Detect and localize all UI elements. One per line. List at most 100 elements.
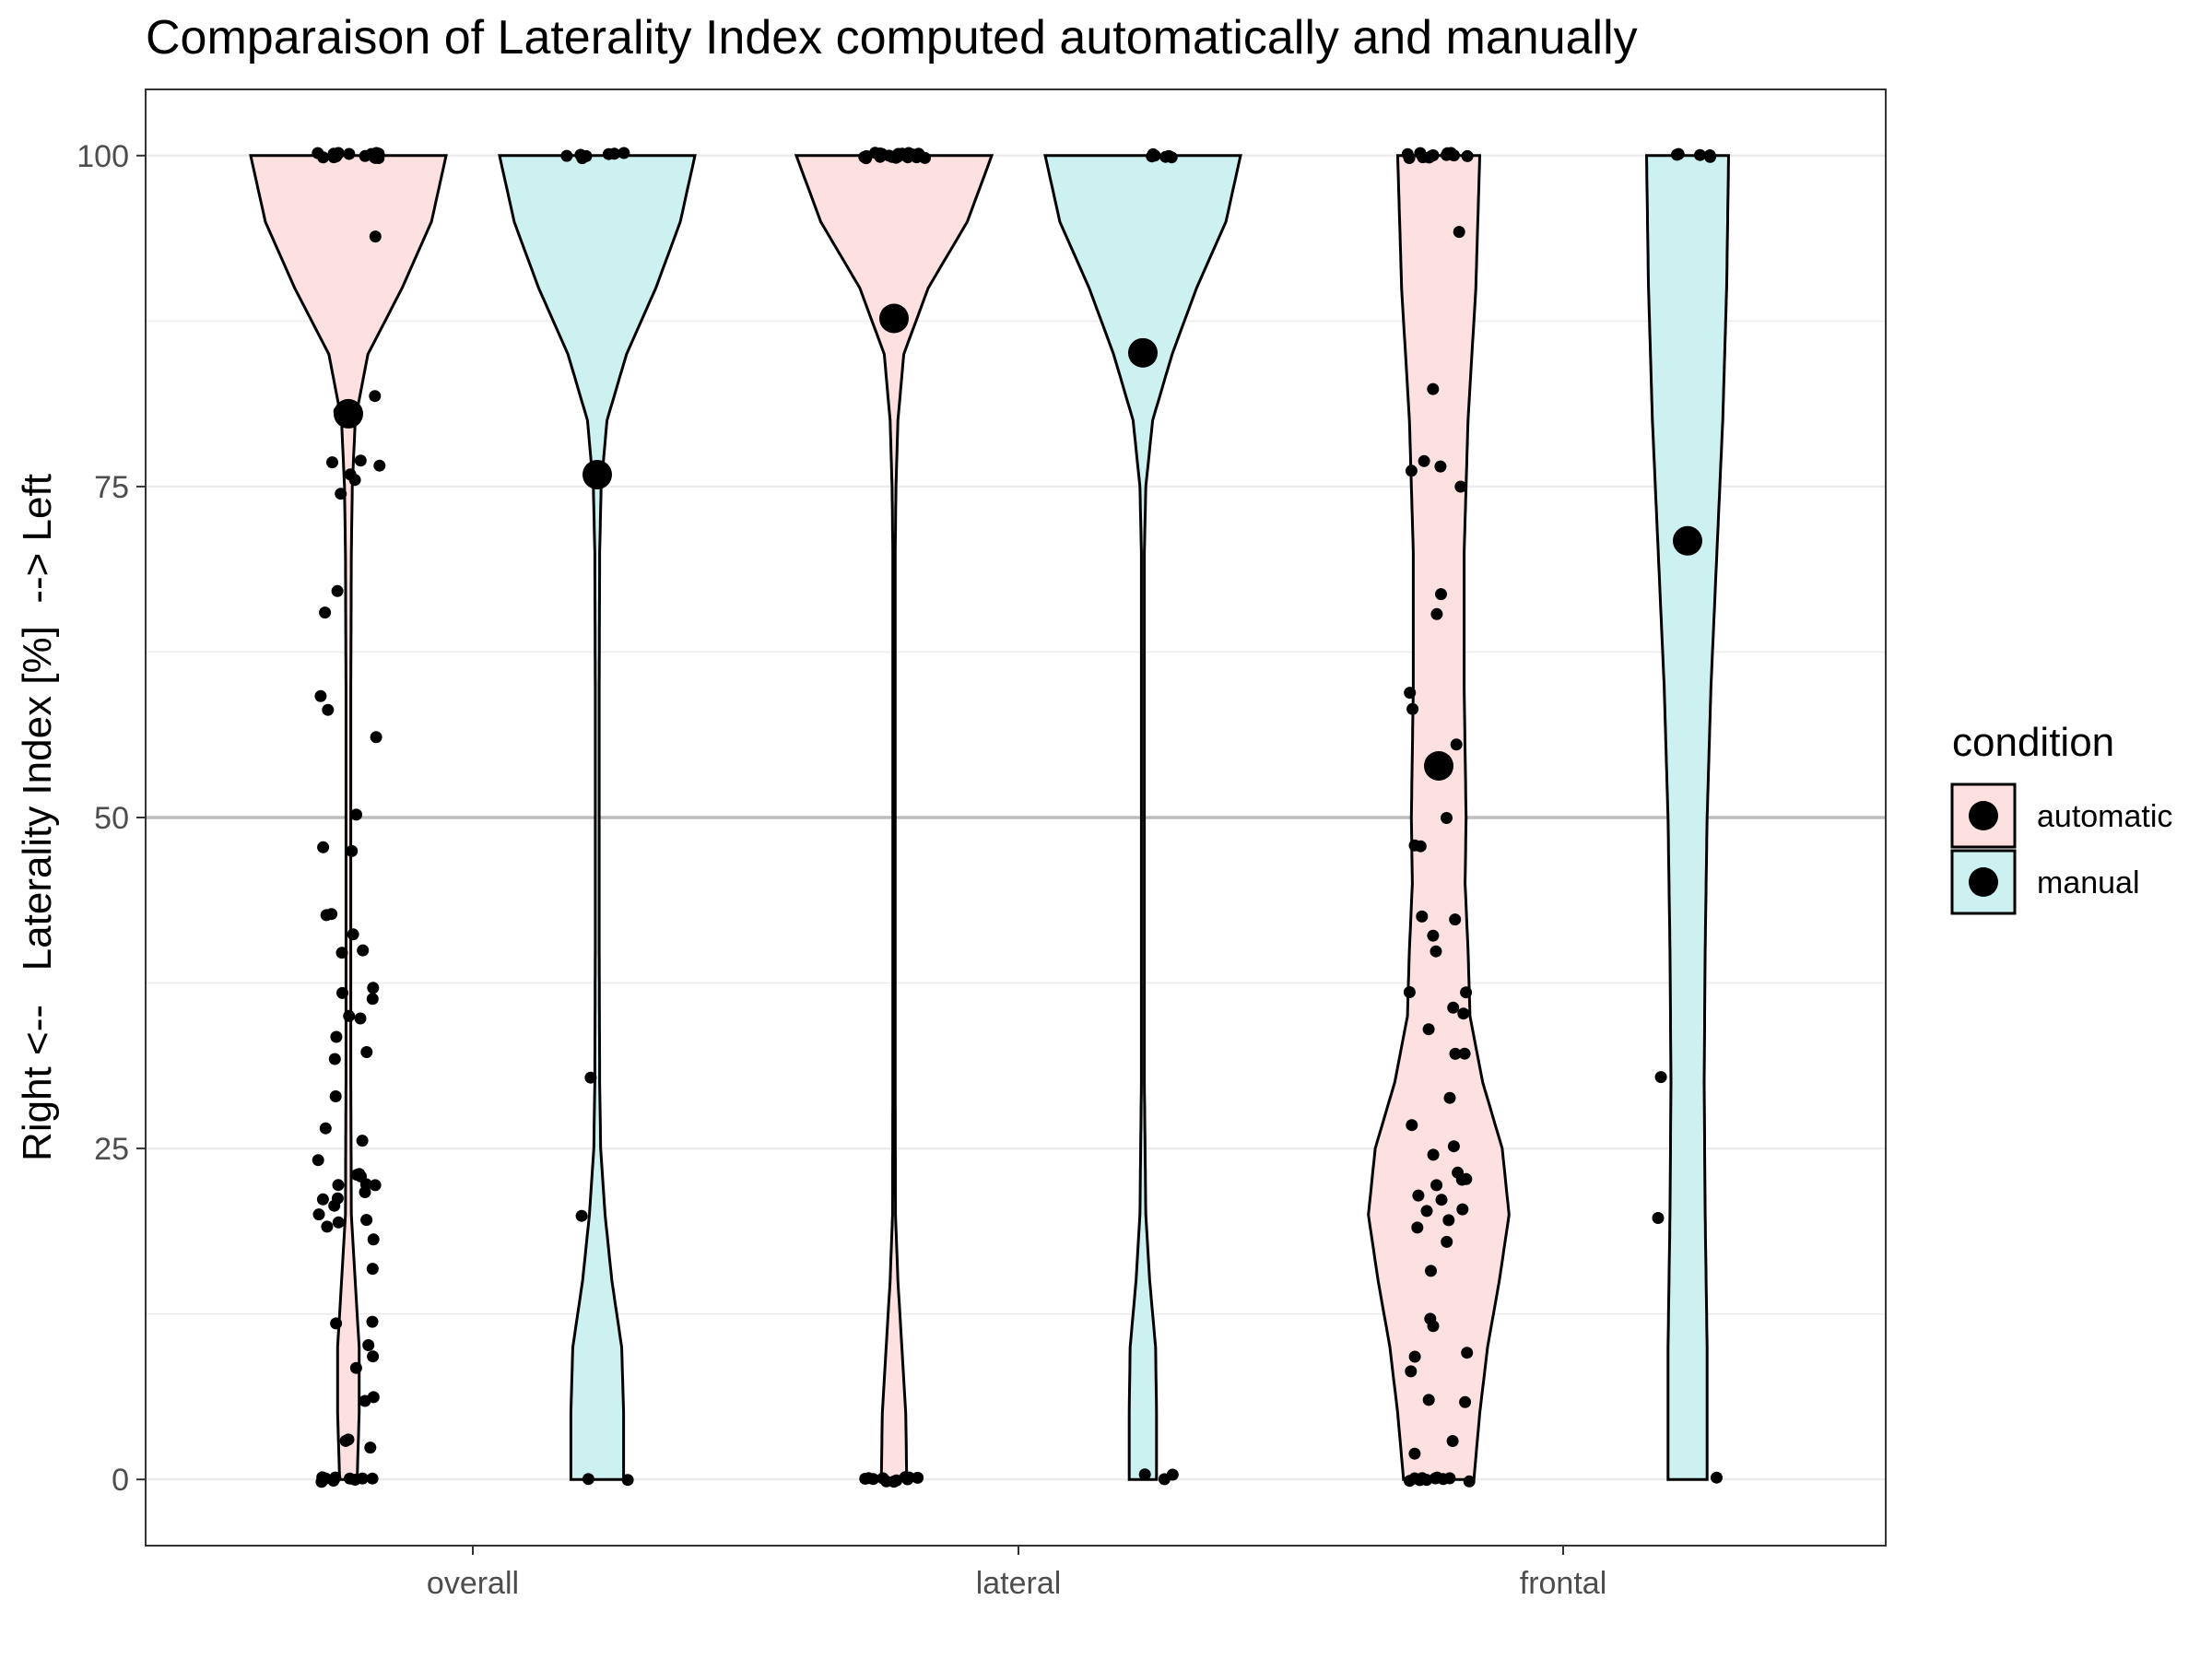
data-point xyxy=(1422,1394,1435,1406)
data-point xyxy=(330,150,343,163)
data-point xyxy=(330,1317,343,1330)
data-point xyxy=(367,1350,380,1363)
data-point xyxy=(312,1208,325,1221)
x-axis: overall lateral frontal xyxy=(427,1546,1606,1601)
data-point xyxy=(1408,1447,1421,1460)
data-point xyxy=(1703,149,1716,161)
data-point xyxy=(356,1135,369,1147)
data-point xyxy=(1454,480,1467,493)
data-point xyxy=(1406,1119,1418,1132)
data-point xyxy=(901,151,914,164)
data-point xyxy=(357,944,370,957)
data-point xyxy=(367,1233,380,1246)
data-point xyxy=(1401,147,1414,160)
data-point xyxy=(366,1315,379,1328)
violin-automatic-lateral xyxy=(794,154,994,1481)
data-point xyxy=(348,474,361,487)
data-point xyxy=(369,1179,382,1192)
data-point xyxy=(1430,1179,1443,1192)
jitter-points xyxy=(312,147,1723,1488)
y-tick-label: 25 xyxy=(94,1132,129,1167)
data-point xyxy=(1405,465,1418,477)
data-point xyxy=(372,152,385,164)
data-point xyxy=(321,1220,334,1233)
data-point xyxy=(346,844,359,857)
data-point xyxy=(354,1012,367,1025)
data-point xyxy=(369,230,382,243)
data-point xyxy=(359,1394,371,1407)
y-tick-label: 75 xyxy=(94,470,129,505)
violin-manual-frontal xyxy=(1644,154,1731,1481)
data-point xyxy=(369,390,382,403)
violins xyxy=(249,154,1731,1481)
data-point xyxy=(356,1472,369,1485)
data-point xyxy=(1453,226,1465,239)
data-point xyxy=(863,1472,875,1485)
data-point xyxy=(1449,913,1462,926)
mean-marker-automatic-overall xyxy=(334,398,363,429)
data-point xyxy=(1694,148,1706,161)
data-point xyxy=(317,841,330,853)
data-point xyxy=(1435,588,1447,601)
data-point xyxy=(1459,1395,1472,1408)
data-point xyxy=(1461,149,1474,162)
data-point xyxy=(580,149,593,162)
data-point xyxy=(312,147,324,159)
data-point xyxy=(1427,149,1440,161)
x-tick-label: lateral xyxy=(976,1566,1062,1601)
data-point xyxy=(331,584,344,597)
legend-title: condition xyxy=(1952,720,2114,765)
legend-label-manual: manual xyxy=(2037,865,2140,900)
data-point xyxy=(332,1179,345,1192)
data-point xyxy=(328,1053,341,1065)
data-point xyxy=(1408,839,1421,852)
data-point xyxy=(318,1472,330,1485)
data-point xyxy=(1414,1474,1426,1487)
y-tick-label: 50 xyxy=(94,801,129,836)
data-point xyxy=(1456,1203,1469,1216)
data-point xyxy=(1158,1473,1171,1486)
data-point xyxy=(1434,460,1447,473)
y-axis: 0 25 50 75 100 xyxy=(76,139,146,1498)
data-point xyxy=(319,1122,332,1135)
data-point xyxy=(354,454,367,467)
data-point xyxy=(350,808,362,821)
data-point xyxy=(1146,150,1159,163)
data-point xyxy=(1671,148,1683,161)
mean-markers xyxy=(334,303,1702,781)
data-point xyxy=(366,1263,379,1276)
data-point xyxy=(329,1471,342,1484)
data-point xyxy=(343,147,356,160)
data-point xyxy=(325,908,338,921)
data-point xyxy=(887,150,900,163)
data-point xyxy=(1449,1047,1462,1060)
data-point xyxy=(359,1186,371,1198)
data-point xyxy=(1165,151,1178,164)
violin-manual-lateral xyxy=(1043,154,1242,1481)
data-point xyxy=(621,1474,634,1487)
legend: condition automatic manual xyxy=(1950,720,2172,915)
data-point xyxy=(899,1471,912,1484)
data-point xyxy=(1406,702,1419,715)
data-point xyxy=(339,1434,352,1447)
data-point xyxy=(1418,454,1430,467)
data-point xyxy=(1458,1047,1471,1060)
data-point xyxy=(360,1046,373,1058)
data-point xyxy=(366,1472,379,1485)
data-point xyxy=(912,147,925,160)
data-point xyxy=(367,982,380,994)
data-point xyxy=(1405,1365,1418,1378)
data-point xyxy=(366,993,379,1006)
data-point xyxy=(326,456,338,469)
data-point xyxy=(1461,1347,1474,1359)
data-point xyxy=(322,703,335,716)
mean-marker-manual-frontal xyxy=(1673,525,1702,556)
data-point xyxy=(1450,738,1463,751)
data-point xyxy=(349,1361,362,1374)
data-point xyxy=(1403,986,1416,998)
violin-manual-overall xyxy=(498,154,697,1481)
data-point xyxy=(1455,1173,1468,1186)
data-point xyxy=(373,459,386,472)
chart-title: Comparaison of Laterality Index computed… xyxy=(146,11,1638,65)
